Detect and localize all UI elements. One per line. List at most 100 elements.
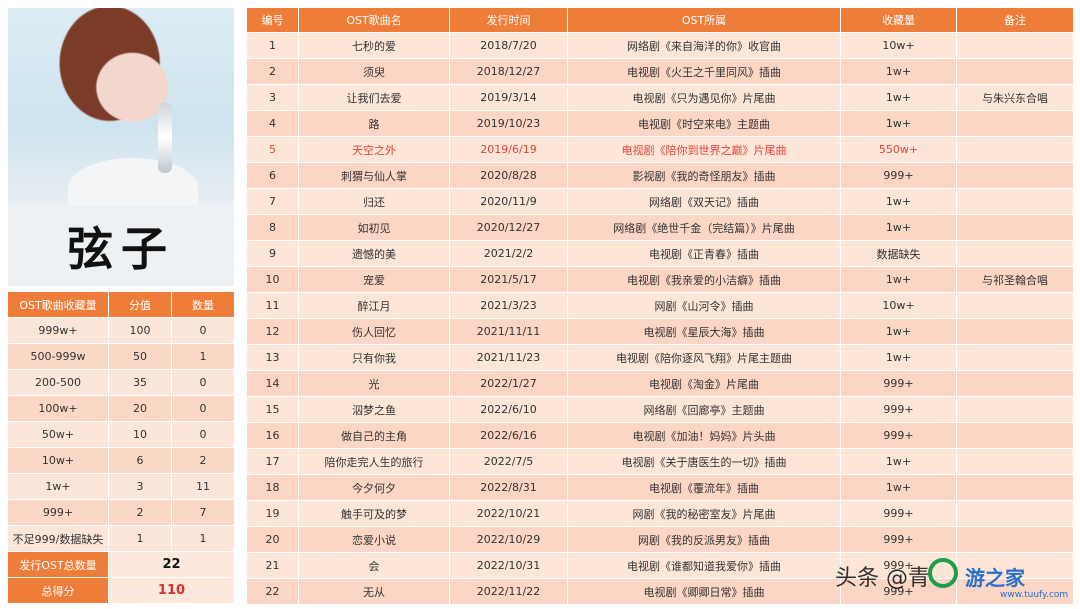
ost-note [957,137,1073,162]
ost-body: 1 七秒的爱 2018/7/20 网络剧《来自海洋的你》收官曲 10w+ 2 须臾 2018/… [247,33,1073,604]
ost-note [957,579,1073,604]
ost-no: 2 [247,59,298,84]
ost-drama: 网剧《我的秘密室友》片尾曲 [568,501,840,526]
score-value: 100 [109,318,171,343]
ost-song: 让我们去爱 [299,85,449,110]
ost-drama: 影视剧《我的奇怪朋友》插曲 [568,163,840,188]
total-count-label: 发行OST总数量 [8,552,108,577]
ost-date: 2018/7/20 [450,33,567,58]
ost-drama: 电视剧《陪你到世界之巅》片尾曲 [568,137,840,162]
ost-no: 6 [247,163,298,188]
ost-header-drama: OST所属 [568,8,840,32]
score-count: 7 [172,500,234,525]
ost-no: 11 [247,293,298,318]
ost-note: 与朱兴东合唱 [957,85,1073,110]
score-header-row: OST歌曲收藏量 分值 数量 [8,292,234,317]
ost-drama: 电视剧《只为遇见你》片尾曲 [568,85,840,110]
ost-row: 16 做自己的主角 2022/6/16 电视剧《加油！妈妈》片头曲 999+ [247,423,1073,448]
ost-date: 2021/2/2 [450,241,567,266]
ost-drama: 电视剧《谁都知道我爱你》插曲 [568,553,840,578]
ost-no: 3 [247,85,298,110]
ost-song: 今夕何夕 [299,475,449,500]
ost-song: 光 [299,371,449,396]
ost-row: 22 无从 2022/11/22 电视剧《卿卿日常》插曲 999+ [247,579,1073,604]
score-value: 6 [109,448,171,473]
ost-row: 21 会 2022/10/31 电视剧《谁都知道我爱你》插曲 999+ [247,553,1073,578]
ost-header-no: 编号 [247,8,298,32]
ost-drama: 电视剧《卿卿日常》插曲 [568,579,840,604]
ost-drama: 网剧《山河令》插曲 [568,293,840,318]
ost-date: 2022/8/31 [450,475,567,500]
ost-drama: 电视剧《火王之千里同风》插曲 [568,59,840,84]
score-row: 50w+ 10 0 [8,422,234,447]
score-row: 1w+ 3 11 [8,474,234,499]
score-count: 1 [172,344,234,369]
ost-song: 触手可及的梦 [299,501,449,526]
score-range: 999+ [8,500,108,525]
ost-date: 2021/3/23 [450,293,567,318]
ost-date: 2022/10/29 [450,527,567,552]
ost-no: 20 [247,527,298,552]
ost-song: 恋爱小说 [299,527,449,552]
ost-note [957,215,1073,240]
ost-note [957,397,1073,422]
ost-song: 天空之外 [299,137,449,162]
ost-no: 9 [247,241,298,266]
score-count: 11 [172,474,234,499]
score-value: 10 [109,422,171,447]
ost-date: 2018/12/27 [450,59,567,84]
ost-no: 4 [247,111,298,136]
watermark-brand: 游之家 [965,566,1025,590]
ost-header-date: 发行时间 [450,8,567,32]
ost-fav: 1w+ [841,215,956,240]
photo-shoulder [68,158,198,206]
ost-no: 10 [247,267,298,292]
score-body: 999w+ 100 0 500-999w 50 1 200-500 35 0 100w+ 20 0 50… [8,318,234,551]
ost-row: 19 触手可及的梦 2022/10/21 网剧《我的秘密室友》片尾曲 999+ [247,501,1073,526]
ost-note [957,189,1073,214]
score-count: 2 [172,448,234,473]
ost-fav: 999+ [841,501,956,526]
ost-no: 17 [247,449,298,474]
ost-no: 8 [247,215,298,240]
score-range: 50w+ [8,422,108,447]
ost-song: 遗憾的美 [299,241,449,266]
ost-fav: 999+ [841,527,956,552]
total-score-value: 110 [109,578,234,603]
ost-row: 20 恋爱小说 2022/10/29 网剧《我的反派男友》插曲 999+ [247,527,1073,552]
score-count: 0 [172,396,234,421]
ost-fav: 999+ [841,397,956,422]
ost-song: 做自己的主角 [299,423,449,448]
ost-date: 2022/11/22 [450,579,567,604]
ost-header-fav: 收藏量 [841,8,956,32]
ost-note [957,345,1073,370]
ost-no: 7 [247,189,298,214]
ost-note [957,293,1073,318]
ost-fav: 1w+ [841,319,956,344]
ost-header-row: 编号 OST歌曲名 发行时间 OST所属 收藏量 备注 [247,8,1073,32]
ost-date: 2020/11/9 [450,189,567,214]
ost-song: 刺猬与仙人掌 [299,163,449,188]
ost-no: 19 [247,501,298,526]
ost-fav: 999+ [841,163,956,188]
watermark-logo-icon [928,558,958,588]
ost-no: 15 [247,397,298,422]
ost-fav: 550w+ [841,137,956,162]
ost-row: 7 归还 2020/11/9 网络剧《双天记》插曲 1w+ [247,189,1073,214]
ost-date: 2020/8/28 [450,163,567,188]
ost-drama: 网络剧《双天记》插曲 [568,189,840,214]
score-value: 3 [109,474,171,499]
ost-note [957,163,1073,188]
ost-no: 22 [247,579,298,604]
score-range: 不足999/数据缺失 [8,526,108,551]
ost-song: 如初见 [299,215,449,240]
ost-row: 5 天空之外 2019/6/19 电视剧《陪你到世界之巅》片尾曲 550w+ [247,137,1073,162]
ost-date: 2022/1/27 [450,371,567,396]
ost-fav: 1w+ [841,449,956,474]
ost-fav: 1w+ [841,59,956,84]
ost-no: 12 [247,319,298,344]
score-table: OST歌曲收藏量 分值 数量 999w+ 100 0 500-999w 50 1 200-5… [7,291,235,604]
score-value: 20 [109,396,171,421]
ost-fav: 10w+ [841,293,956,318]
ost-header-song: OST歌曲名 [299,8,449,32]
